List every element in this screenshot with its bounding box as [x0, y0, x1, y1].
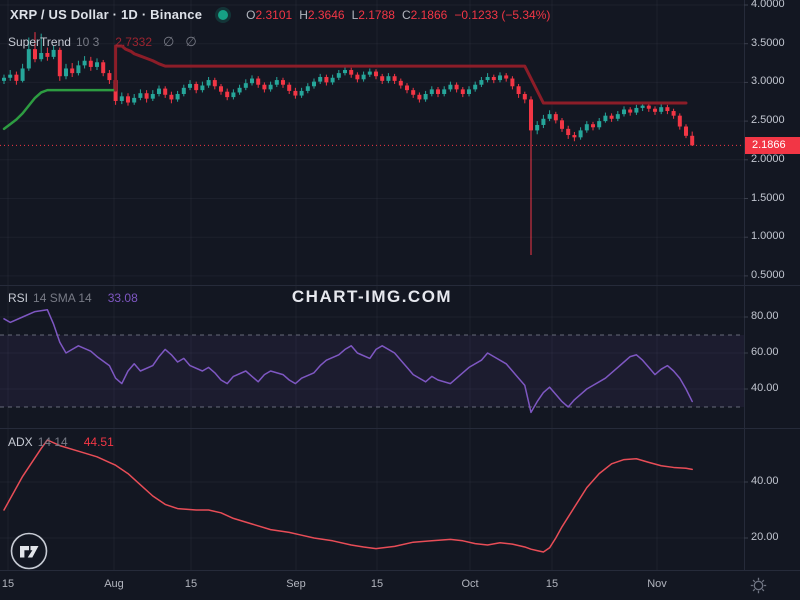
settings-gear-icon[interactable]: [749, 576, 768, 595]
time-scale[interactable]: [0, 571, 744, 600]
price-scale[interactable]: [744, 0, 800, 571]
tradingview-logo[interactable]: [8, 530, 50, 572]
